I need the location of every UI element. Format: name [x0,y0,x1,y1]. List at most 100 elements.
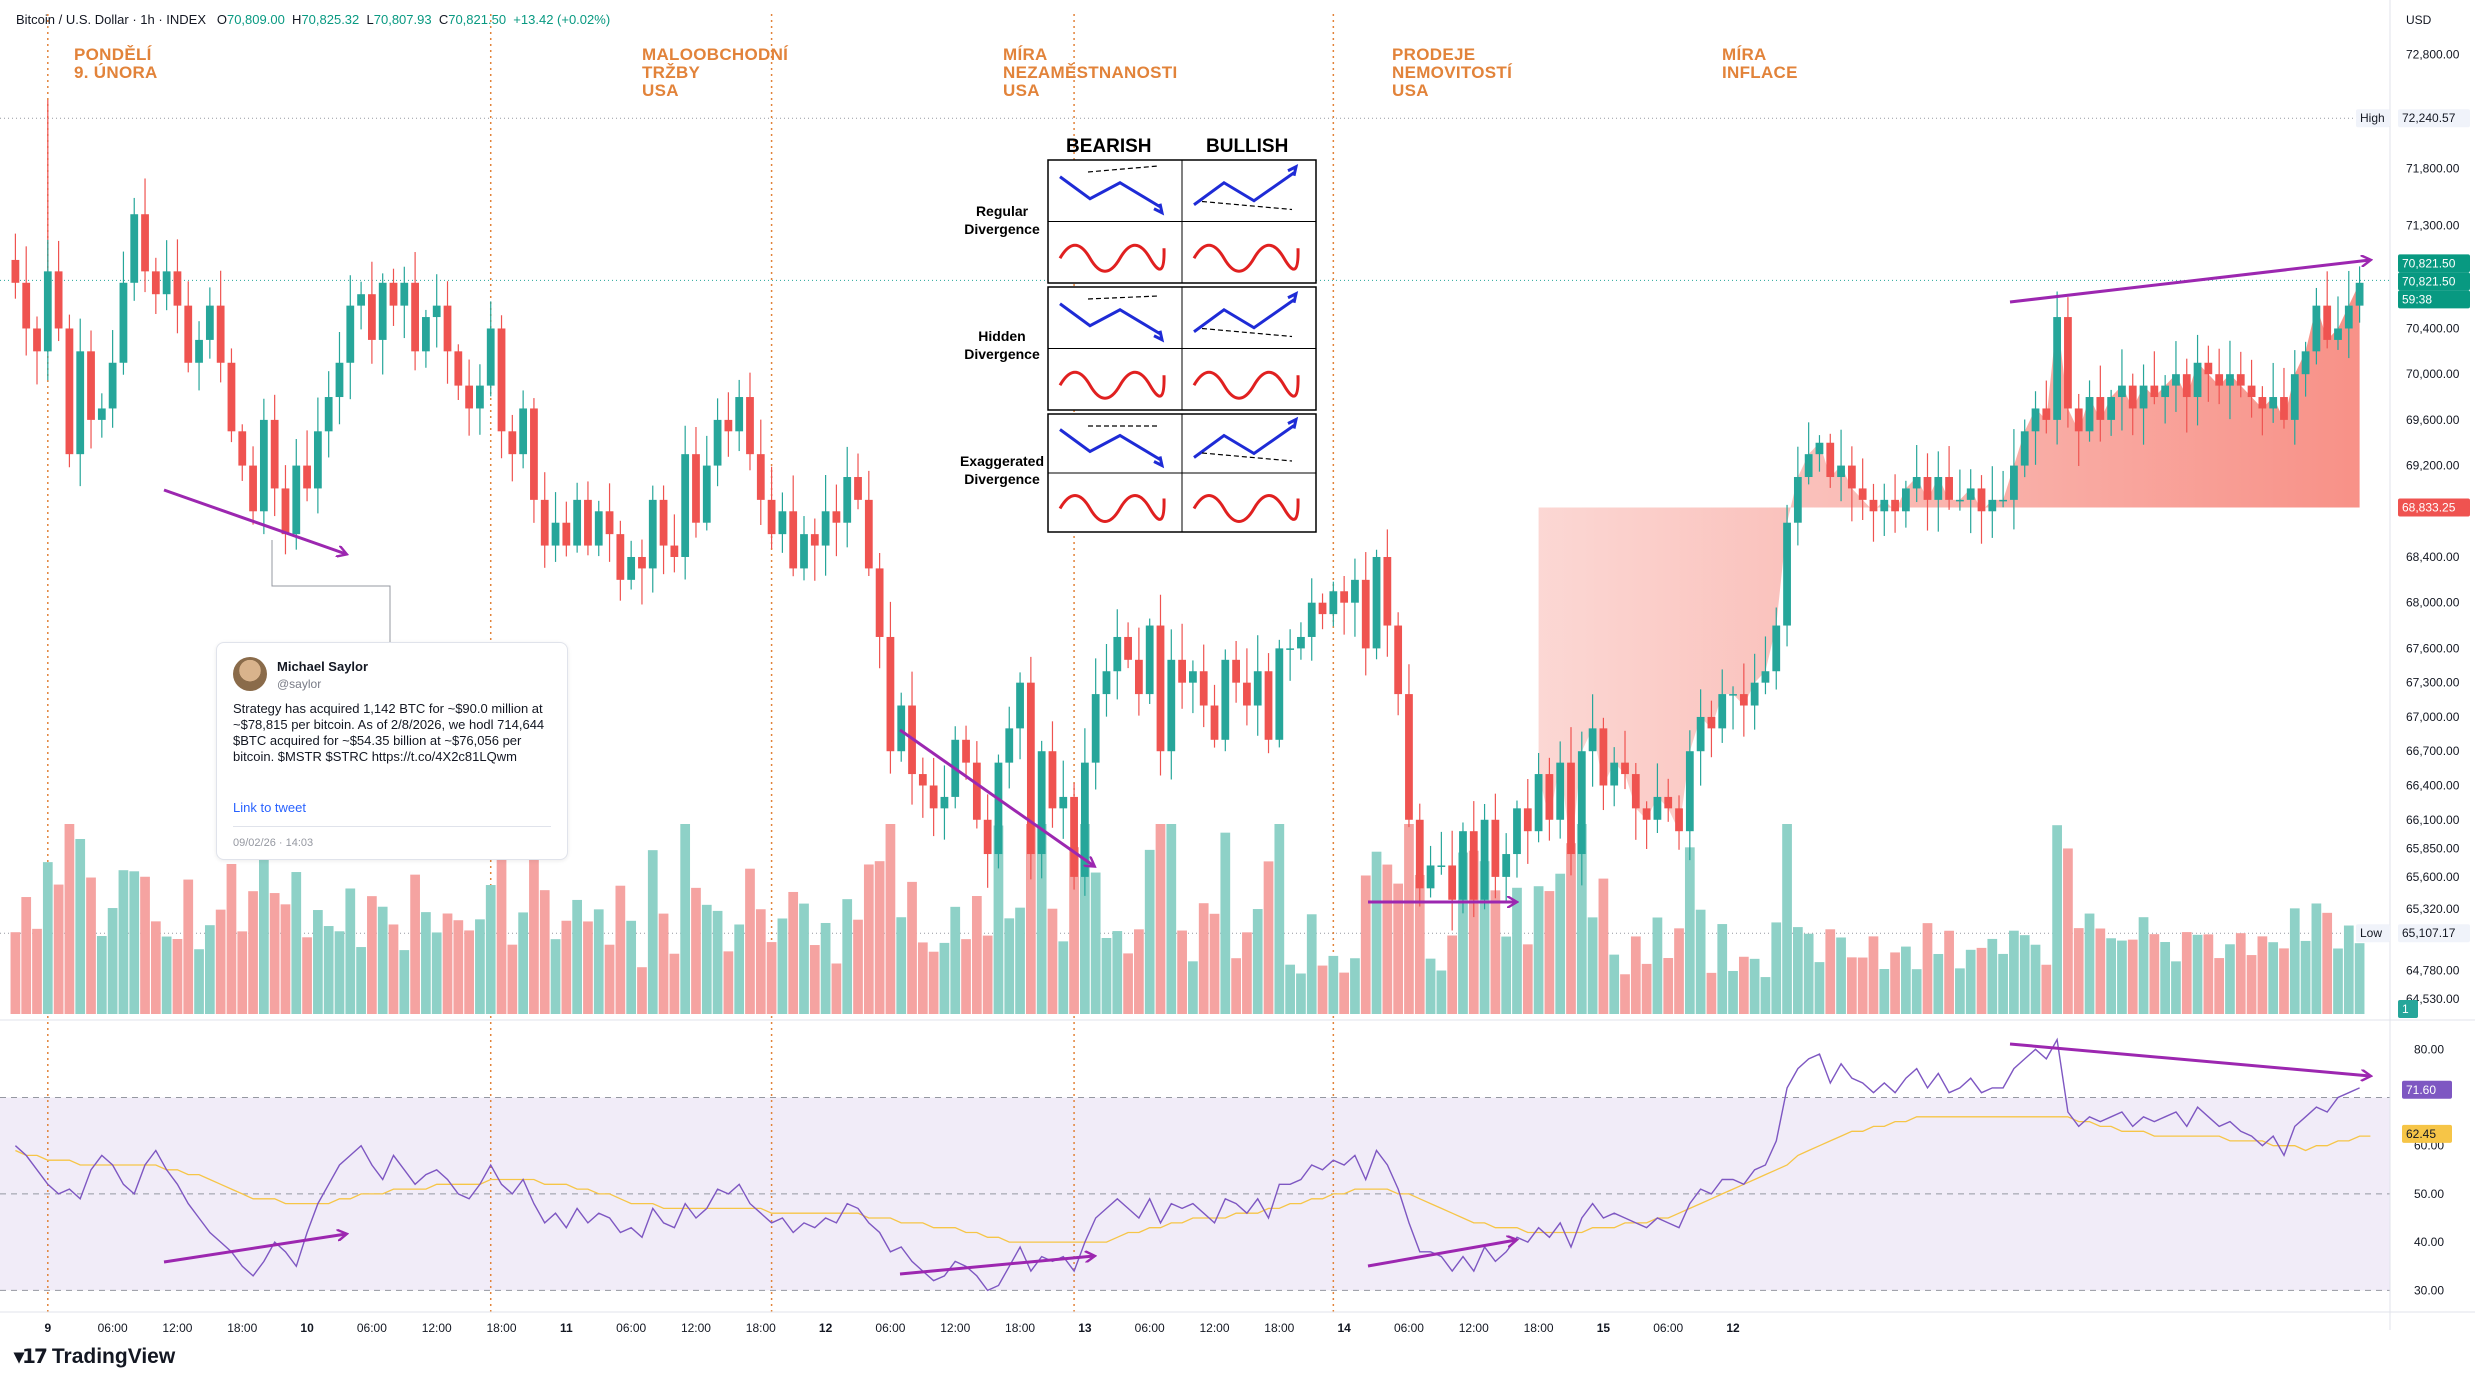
volume-bar [572,899,583,1014]
candle-body [1750,682,1759,706]
candle-body [994,762,1003,855]
open-value: 70,809.00 [226,12,285,27]
tweet-link[interactable]: Link to tweet [233,800,306,815]
candle-body [2269,397,2278,409]
volume-bar [788,891,799,1014]
volume-bar [259,824,269,1014]
volume-bar [1144,849,1155,1014]
volume-bar [442,913,453,1014]
candle-body [1253,671,1262,706]
candle-body [1685,751,1694,832]
candle-body [2172,374,2180,386]
volume-bar [745,868,755,1014]
event-label-home-sales: PRODEJE NEMOVITOSTÍ USA [1392,45,1513,100]
low-label-badge-bg [2356,924,2390,943]
volume-bar [1479,861,1490,1014]
candle-body [2258,397,2267,409]
volume-bar [453,920,464,1014]
bullish-price-zigzag-head [1287,290,1299,304]
time-tick-label: 12:00 [681,1321,711,1335]
price-tick-label: 71,300.00 [2406,219,2460,233]
close-value: 70,821.50 [448,12,507,27]
bullish-rsi-wave [1192,243,1300,273]
last-price-badge-2: 70,821.50 [2402,274,2456,288]
volume-bar [1652,917,1663,1014]
bullish-rsi-wave [1192,494,1300,523]
volume-bar [982,935,993,1014]
price-tick-label: 66,400.00 [2406,778,2460,792]
candle-body [151,271,160,295]
candle-body [119,282,128,363]
bullish-rsi-wave [1192,370,1300,400]
volume-bar [172,939,183,1014]
volume-bar [1684,847,1695,1014]
volume-bar [2009,930,2019,1014]
candle-body [2226,374,2234,386]
volume-bar [1792,927,1803,1014]
bullish-heading: BULLISH [1206,136,1289,157]
volume-bar [2171,961,2181,1014]
volume-bar [2160,942,2171,1014]
volume-bar [1803,933,1814,1014]
low-label: L [366,12,374,27]
candle-body [1448,865,1457,900]
volume-bar [194,949,204,1014]
volume-bar [1220,832,1231,1014]
volume-bar [1263,861,1274,1014]
volume-bar [1836,937,1846,1014]
candle-body [562,522,571,546]
volume-bar [1242,932,1252,1014]
candle-body [1815,442,1824,455]
candle-body [1426,865,1435,889]
tweet-divider [233,826,551,827]
price-tick-label: 66,100.00 [2406,813,2460,827]
volume-bar [107,908,118,1014]
event-label-retail-sales: MALOOBCHODNÍ TRŽBY USA [642,45,789,100]
divergence-arrow [1367,1240,1516,1268]
volume-bar [647,850,658,1014]
volume-bar [334,931,345,1014]
volume-bar [1069,847,1079,1014]
candle-body [929,785,938,809]
tradingview-logo[interactable]: ▾𝟭𝟳 TradingView [14,1344,175,1369]
bearish-price-zigzag [1059,175,1161,209]
volume-bar [820,922,831,1014]
volume-bar [777,918,788,1014]
volume-bar [593,909,604,1014]
time-tick-label: 18:00 [1264,1321,1294,1335]
volume-bar [129,871,140,1014]
volume-bar [2279,948,2289,1014]
candle-body [756,454,765,500]
rsi-band-fill [0,1097,2390,1291]
time-tick-label: 18:00 [487,1321,517,1335]
volume-bar [1901,946,1911,1014]
tweet-text: Strategy has acquired 1,142 BTC for ~$90… [233,701,545,764]
volume-bar [950,906,961,1014]
volume-bar [150,921,161,1014]
price-tick-label: 65,850.00 [2406,841,2460,855]
candle-body [1567,762,1575,855]
range-low-badge: 68,833.25 [2402,500,2456,514]
volume-bar [1198,903,1209,1014]
rsi-tick-label: 80.00 [2414,1042,2444,1056]
candle-body [713,419,722,466]
volume-bar [1058,941,1069,1014]
cheatsheet-trendline [1201,200,1293,211]
price-tick-label: 68,000.00 [2406,596,2460,610]
candle-body [2010,465,2018,500]
volume-bar [1544,891,1555,1014]
high-value-badge: 72,240.57 [2402,111,2456,125]
candle-body [2355,282,2364,306]
time-tick-label: 12:00 [1459,1321,1489,1335]
volume-bar [2214,958,2225,1014]
volume-bar [842,899,853,1014]
candle-body [1696,716,1705,752]
cheatsheet-trendline [1201,327,1293,338]
volume-bar [1004,918,1015,1014]
volume-bar [2063,848,2073,1014]
symbol-title[interactable]: Bitcoin / U.S. Dollar · 1h · INDEX [16,12,206,27]
candle-body [2193,362,2202,398]
candle-body [335,362,344,398]
candle-body [1016,682,1024,729]
candle-body [2064,317,2072,409]
